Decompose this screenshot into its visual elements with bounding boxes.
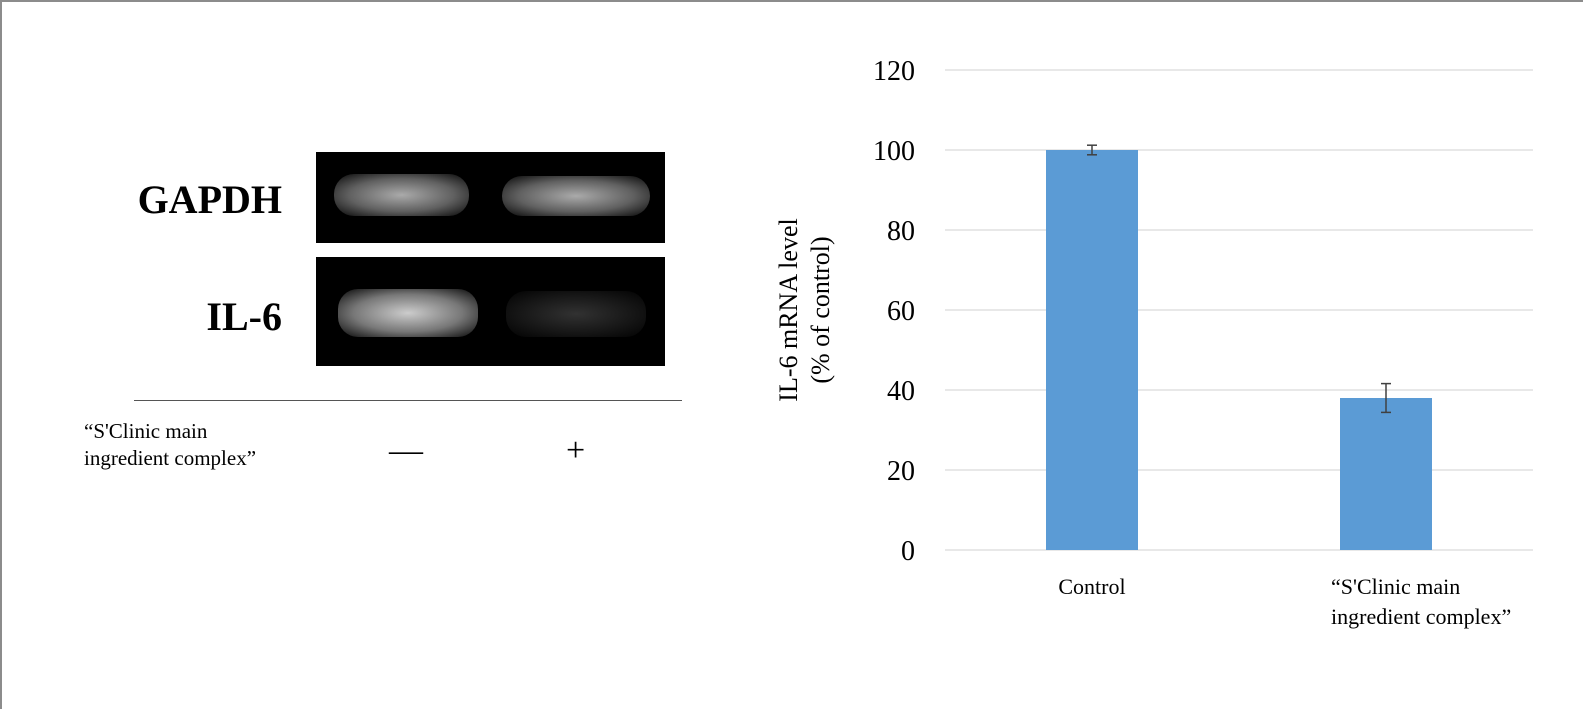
x-category-label-1: Control xyxy=(1058,574,1125,599)
il6-band-lane-1 xyxy=(338,289,478,337)
y-axis-label: IL-6 mRNA level (% of control) xyxy=(774,218,835,401)
y-tick-label-40: 40 xyxy=(887,376,915,407)
gapdh-band-lane-2 xyxy=(502,176,650,216)
gapdh-label: GAPDH xyxy=(137,177,282,222)
bar-chart: 0 20 40 60 80 100 120 Control “S'Clinic main ingr… xyxy=(774,56,1533,629)
il6-label: IL-6 xyxy=(206,294,282,339)
x-category-label-2: “S'Clinic main ingredient complex” xyxy=(1331,574,1511,629)
y-tick-label-60: 60 xyxy=(887,296,915,327)
treatment-label-line-2: ingredient complex” xyxy=(84,446,257,470)
y-axis-label-line-1: IL-6 mRNA level xyxy=(774,218,803,401)
y-tick-label-0: 0 xyxy=(901,536,915,567)
il6-band-lane-2 xyxy=(506,291,646,337)
bar-1 xyxy=(1046,150,1138,550)
lane-2-plus-sign: + xyxy=(566,432,586,469)
il6-gel-strip xyxy=(316,257,665,366)
y-tick-label-120: 120 xyxy=(873,56,915,87)
lane-1-minus-sign: — xyxy=(389,432,423,469)
y-axis-label-line-2: (% of control) xyxy=(806,236,835,383)
gapdh-gel-strip xyxy=(316,152,665,243)
treatment-label: “S'Clinic main ingredient complex” xyxy=(84,418,344,472)
y-tick-label-20: 20 xyxy=(887,456,915,487)
y-tick-label-100: 100 xyxy=(873,136,915,167)
x-category-label-1-line-1: Control xyxy=(1058,574,1125,599)
x-category-label-2-line-2: ingredient complex” xyxy=(1331,604,1511,629)
gel-divider-line xyxy=(134,400,682,401)
y-tick-label-80: 80 xyxy=(887,216,915,247)
bar-2 xyxy=(1340,398,1432,550)
gapdh-band-lane-1 xyxy=(334,174,469,216)
x-category-label-2-line-1: “S'Clinic main xyxy=(1331,574,1460,599)
treatment-label-line-1: “S'Clinic main xyxy=(84,419,208,443)
